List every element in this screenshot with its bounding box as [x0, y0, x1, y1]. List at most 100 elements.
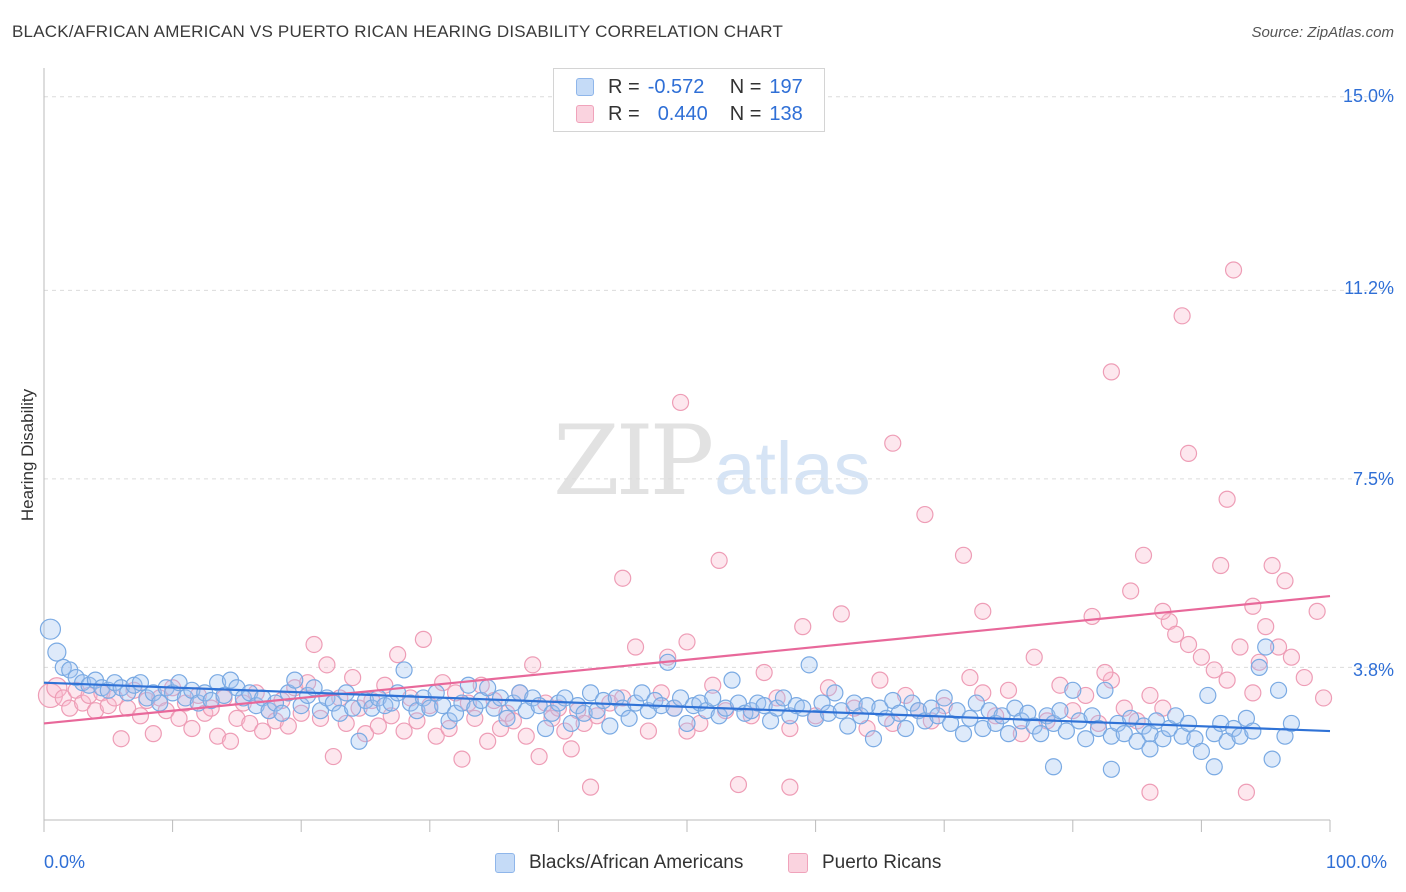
point-blacks: [543, 704, 561, 722]
point-blacks: [1199, 686, 1217, 705]
point-blacks: [562, 714, 580, 733]
point-puerto-ricans: [112, 730, 130, 748]
n-value: 197: [769, 75, 803, 98]
point-puerto-ricans: [395, 722, 413, 740]
point-blacks: [363, 699, 381, 717]
point-puerto-ricans: [228, 709, 246, 727]
point-puerto-ricans: [1224, 261, 1243, 279]
point-blacks: [202, 691, 220, 710]
point-puerto-ricans: [183, 719, 201, 738]
point-puerto-ricans: [626, 638, 645, 656]
point-blacks: [395, 661, 413, 679]
point-blacks: [286, 671, 304, 689]
point-puerto-ricans: [768, 689, 786, 707]
point-puerto-ricans: [916, 505, 934, 524]
y-tick-label: 11.2%: [1344, 278, 1394, 298]
point-puerto-ricans: [1212, 556, 1230, 575]
point-puerto-ricans: [543, 709, 561, 727]
point-blacks: [504, 694, 522, 712]
point-blacks: [639, 702, 658, 720]
point-puerto-ricans: [781, 719, 799, 738]
point-puerto-ricans: [1295, 668, 1313, 687]
point-puerto-ricans: [209, 727, 227, 745]
point-blacks: [47, 642, 67, 662]
point-puerto-ricans: [427, 727, 445, 745]
point-puerto-ricans: [871, 671, 889, 689]
point-blacks: [1257, 638, 1275, 656]
point-blacks: [164, 684, 182, 702]
legend-label: Blacks/African Americans: [529, 852, 744, 873]
watermark: ZIPatlas: [553, 405, 871, 517]
point-puerto-ricans: [1025, 648, 1043, 666]
point-blacks: [1154, 730, 1172, 748]
point-blacks: [800, 656, 818, 674]
point-puerto-ricans: [961, 668, 979, 687]
point-blacks: [839, 717, 857, 735]
point-puerto-ricans: [1263, 556, 1281, 575]
point-puerto-ricans: [1237, 783, 1256, 801]
point-blacks: [852, 707, 870, 725]
point-puerto-ricans: [389, 646, 407, 664]
legend-row-blacks: R = -0.572 N = 197: [576, 74, 803, 100]
point-puerto-ricans: [446, 684, 465, 702]
point-blacks: [459, 676, 477, 694]
point-puerto-ricans: [581, 778, 600, 796]
point-blacks: [350, 732, 368, 750]
point-blacks: [1051, 702, 1069, 720]
legend-swatch-blue: [495, 853, 515, 873]
point-puerto-ricans: [1051, 676, 1069, 694]
point-blacks: [633, 684, 651, 702]
point-puerto-ricans: [344, 668, 362, 687]
point-puerto-ricans: [144, 725, 162, 743]
trend-line-blacks: [43, 681, 1331, 733]
point-blacks: [1096, 681, 1114, 699]
point-blacks: [1115, 725, 1133, 743]
point-puerto-ricans: [517, 727, 535, 745]
point-puerto-ricans: [1218, 490, 1236, 508]
point-blacks: [215, 686, 233, 705]
point-puerto-ricans: [1179, 444, 1198, 462]
point-blacks: [1064, 681, 1082, 699]
point-blacks: [620, 709, 638, 727]
point-puerto-ricans: [710, 551, 728, 569]
point-blacks: [1250, 658, 1268, 676]
point-puerto-ricans: [305, 635, 323, 654]
point-blacks: [1128, 732, 1146, 750]
point-puerto-ricans: [1244, 597, 1262, 615]
point-blacks: [665, 699, 683, 717]
point-blacks: [1077, 730, 1095, 748]
legend-item-puerto-ricans: Puerto Ricans: [788, 852, 941, 874]
point-puerto-ricans: [408, 712, 426, 730]
chart-title: BLACK/AFRICAN AMERICAN VS PUERTO RICAN H…: [12, 22, 784, 41]
point-blacks: [144, 684, 162, 702]
point-blacks: [1282, 714, 1301, 733]
point-puerto-ricans: [1231, 638, 1249, 656]
point-blacks: [768, 699, 786, 717]
point-puerto-ricans: [131, 707, 150, 725]
point-puerto-ricans: [678, 633, 696, 651]
point-puerto-ricans: [1269, 638, 1288, 656]
point-blacks: [626, 694, 645, 712]
y-tick-label: 3.8%: [1352, 660, 1394, 680]
point-blacks: [897, 719, 915, 738]
point-puerto-ricans: [221, 732, 240, 750]
point-blacks: [536, 719, 555, 738]
point-puerto-ricans: [1192, 648, 1211, 666]
legend-swatch-blue: [576, 78, 594, 96]
point-blacks: [864, 730, 883, 748]
r-label: R =: [608, 102, 640, 125]
point-puerto-ricans: [1134, 546, 1153, 564]
point-blacks: [273, 704, 291, 722]
point-puerto-ricans: [382, 707, 400, 725]
point-puerto-ricans: [337, 714, 355, 733]
point-puerto-ricans: [614, 569, 632, 587]
point-blacks: [871, 699, 889, 717]
watermark-zip: ZIP: [553, 405, 714, 517]
point-blacks: [1192, 742, 1211, 761]
point-puerto-ricans: [524, 656, 542, 674]
point-blacks: [498, 709, 516, 727]
point-puerto-ricans: [1064, 702, 1082, 720]
point-puerto-ricans: [1141, 686, 1159, 705]
point-puerto-ricans: [1012, 725, 1030, 743]
